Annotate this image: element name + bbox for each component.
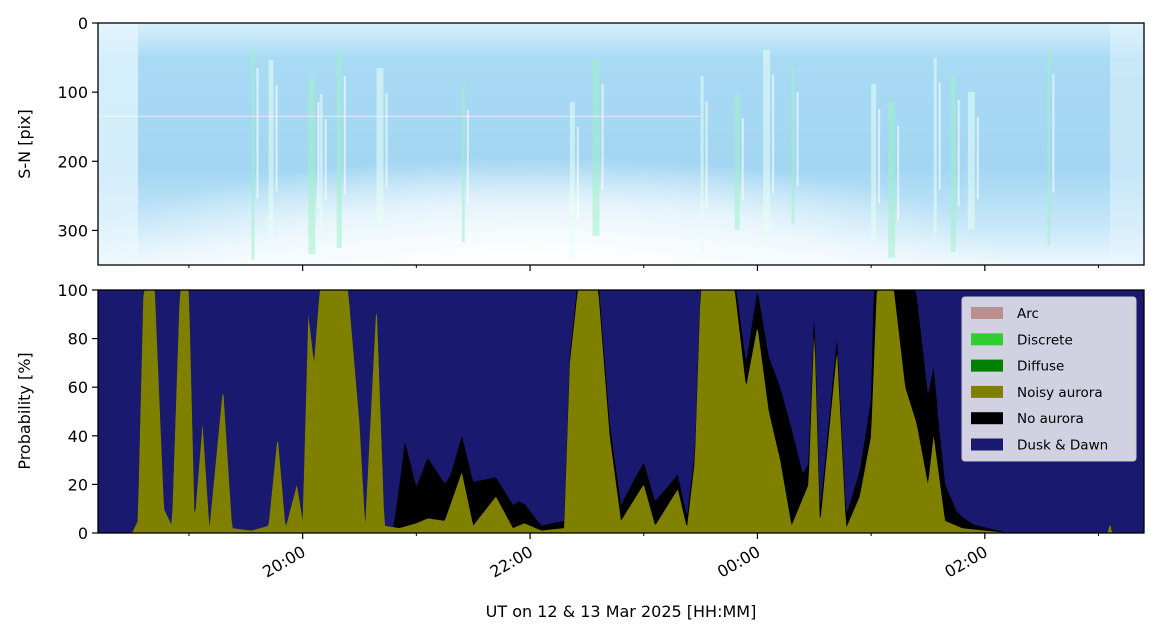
keogram-x-ticks — [188, 265, 1100, 271]
keogram-streak — [592, 59, 600, 236]
keogram-streak — [897, 126, 900, 221]
keogram-streak — [324, 119, 327, 202]
keogram-y-tick-label: 300 — [57, 221, 88, 240]
keogram-streak — [251, 43, 255, 260]
probability-y-tick-label: 40 — [68, 427, 88, 446]
keogram-streak — [466, 110, 469, 205]
keogram-y-ticks: 0 100 200 300 — [57, 14, 98, 240]
probability-y-tick-label: 100 — [57, 281, 88, 300]
keogram-streak — [888, 101, 896, 258]
keogram-streak — [576, 127, 579, 222]
keogram-streak — [933, 58, 937, 235]
probability-x-tick-label: 20:00 — [259, 542, 308, 582]
keogram-streak — [1047, 49, 1051, 246]
keogram-streak — [308, 77, 316, 254]
probability-panel: 0 20 40 60 80 100 20:00 22:00 00:00 02:00 Probab… — [15, 281, 1145, 621]
keogram-streak — [256, 68, 259, 199]
legend-swatch — [971, 307, 1003, 319]
keogram-streak — [601, 84, 604, 191]
keogram-frame — [97, 22, 1145, 266]
legend-label: Noisy aurora — [1017, 385, 1103, 401]
keogram-streak — [343, 76, 346, 195]
legend: Arc Discrete Diffuse Noisy aurora No aurora D… — [961, 296, 1137, 462]
keogram-streak — [950, 75, 956, 252]
keogram-streak — [763, 50, 771, 247]
keogram-streak — [376, 68, 384, 225]
keogram-streak — [385, 93, 388, 188]
legend-items: Arc Discrete Diffuse Noisy aurora No aurora D… — [971, 306, 1108, 454]
legend-label: Arc — [1017, 306, 1039, 322]
keogram-streaks — [98, 43, 1055, 260]
probability-y-tick-label: 60 — [68, 378, 88, 397]
series-noisy-aurora-area — [98, 290, 1144, 533]
keogram-streak — [734, 93, 740, 230]
keogram-streak — [741, 118, 744, 201]
keogram-streak — [976, 117, 979, 200]
probability-y-tick-label: 0 — [78, 524, 88, 543]
probability-x-tick-label: 22:00 — [487, 542, 536, 582]
keogram-glow — [98, 23, 1144, 265]
legend-swatch — [971, 385, 1003, 398]
keogram-streak — [878, 109, 881, 204]
keogram-streak — [336, 51, 342, 248]
keogram-streak — [796, 92, 799, 187]
keogram-streak — [1052, 74, 1055, 193]
keogram-y-tick-label: 200 — [57, 152, 88, 171]
legend-swatch — [971, 438, 1003, 451]
keogram-streak — [317, 102, 320, 209]
legend-label: Discrete — [1017, 332, 1073, 348]
probability-y-ticks: 0 20 40 60 80 100 — [57, 281, 98, 543]
keogram-panel: 0 100 200 300 S-N [pix] — [15, 14, 1145, 271]
probability-x-ticks: 20:00 22:00 00:00 02:00 — [188, 533, 1100, 582]
keogram-streak — [569, 102, 575, 259]
probability-x-tick-label: 00:00 — [714, 542, 763, 582]
probability-y-axis-label: Probability [%] — [15, 352, 34, 469]
keogram-streak — [772, 75, 775, 194]
legend-swatch — [971, 412, 1003, 425]
keogram-streak — [938, 83, 941, 190]
keogram-y-axis-label: S-N [pix] — [15, 109, 34, 179]
keogram-streak — [461, 85, 465, 242]
probability-x-axis-label: UT on 12 & 13 Mar 2025 [HH:MM] — [486, 602, 757, 621]
keogram-streak — [319, 94, 323, 231]
probability-x-tick-label: 02:00 — [941, 542, 990, 582]
keogram-streak — [871, 84, 877, 241]
legend-label: Dusk & Dawn — [1017, 438, 1108, 454]
probability-y-tick-label: 20 — [68, 475, 88, 494]
probability-y-tick-label: 80 — [68, 330, 88, 349]
probability-frame — [97, 289, 1145, 534]
legend-label: Diffuse — [1017, 359, 1064, 375]
legend-swatch — [971, 359, 1003, 372]
keogram-y-tick-label: 0 — [78, 14, 88, 33]
keogram-streak — [275, 85, 278, 192]
keogram-streak — [791, 67, 795, 224]
keogram-streak — [957, 100, 960, 207]
keogram-streak — [967, 92, 975, 229]
legend-swatch — [971, 333, 1003, 346]
legend-box — [961, 296, 1137, 462]
keogram-streak — [700, 76, 704, 253]
keogram-streak — [705, 101, 708, 208]
legend-label: No aurora — [1017, 411, 1084, 427]
keogram-y-tick-label: 100 — [57, 83, 88, 102]
keogram-streak — [268, 60, 274, 237]
